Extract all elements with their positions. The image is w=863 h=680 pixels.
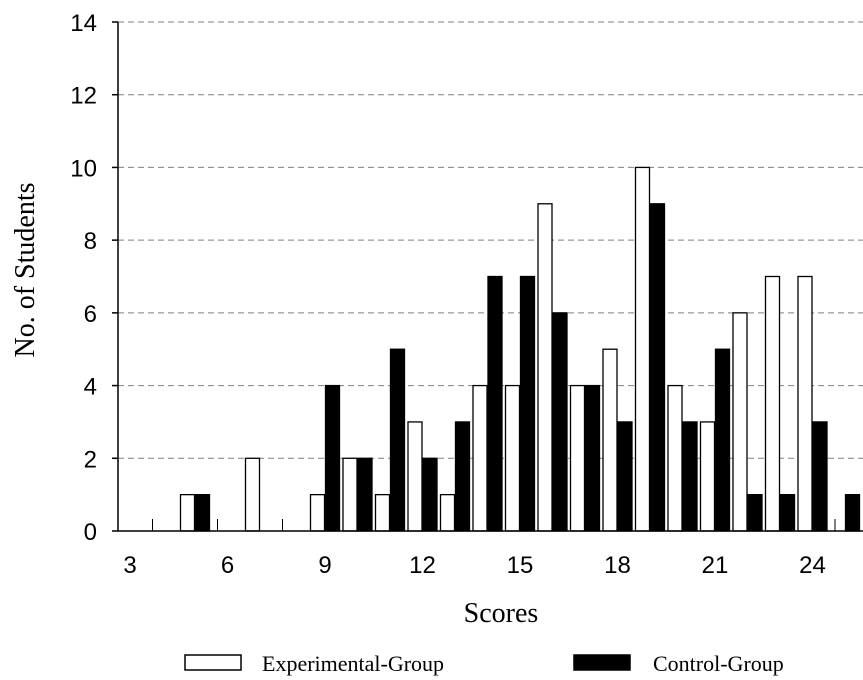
bar-experimental xyxy=(342,457,358,532)
x-tick-label: 15 xyxy=(507,552,534,579)
y-tick-label: 6 xyxy=(84,301,97,328)
bar-experimental xyxy=(537,203,553,532)
bar-experimental xyxy=(374,493,391,532)
bar-control xyxy=(519,275,536,532)
bar-experimental xyxy=(667,384,683,532)
bar-control xyxy=(454,421,471,532)
y-axis-label: No. of Students xyxy=(10,183,41,358)
bar-control xyxy=(422,457,438,532)
x-tick-label: 24 xyxy=(799,552,826,579)
bar-experimental xyxy=(634,166,651,532)
y-tick-label: 2 xyxy=(84,446,97,473)
bar-control xyxy=(617,421,633,532)
bars xyxy=(152,166,861,532)
bar-control xyxy=(714,348,731,532)
x-tick-label: 21 xyxy=(702,552,729,579)
bar-control xyxy=(779,493,796,532)
bar-control xyxy=(487,275,503,532)
x-tick-label: 18 xyxy=(604,552,631,579)
y-tick-label: 10 xyxy=(70,155,97,182)
bar-control xyxy=(584,384,601,532)
bar-control xyxy=(812,421,828,532)
bar-experimental xyxy=(569,384,586,532)
x-tick-label: 3 xyxy=(123,552,136,579)
bar-experimental xyxy=(179,493,196,532)
bar-control xyxy=(552,312,568,532)
x-axis-label: Scores xyxy=(464,598,539,629)
bar-experimental xyxy=(407,421,423,532)
bar-control xyxy=(389,348,406,532)
bar-experimental xyxy=(472,384,488,532)
legend-label-control: Control-Group xyxy=(653,651,784,676)
y-tick-label: 8 xyxy=(84,228,97,255)
bar-experimental xyxy=(602,348,618,532)
legend-swatch-control xyxy=(573,654,631,671)
bar-control xyxy=(844,493,861,532)
axes xyxy=(117,22,863,532)
x-tick-label: 12 xyxy=(409,552,436,579)
x-tick-label: 6 xyxy=(221,552,234,579)
x-tick-label: 9 xyxy=(318,552,331,579)
legend: Experimental-Group Control-Group xyxy=(184,651,784,676)
bar-control xyxy=(194,493,211,532)
bar-experimental xyxy=(764,275,781,532)
y-tick-label: 14 xyxy=(70,10,97,37)
bar-experimental xyxy=(309,493,326,532)
bar-control xyxy=(357,457,373,532)
bar-control xyxy=(682,421,698,532)
bar-experimental xyxy=(732,312,748,532)
x-tick-labels: 3 6 9 12 15 18 21 24 xyxy=(123,552,826,579)
y-tick-label: 4 xyxy=(84,374,97,401)
y-tick-label: 12 xyxy=(70,83,97,110)
legend-swatch-experimental xyxy=(184,654,242,671)
bar-experimental xyxy=(699,421,716,532)
bar-experimental xyxy=(797,275,813,532)
bar-control xyxy=(747,493,763,532)
legend-label-experimental: Experimental-Group xyxy=(262,651,444,676)
y-tick-labels: 0 2 4 6 8 10 12 14 xyxy=(70,10,118,546)
y-tick-label: 0 xyxy=(84,519,97,546)
bar-experimental xyxy=(244,457,261,532)
bar-control xyxy=(649,203,666,532)
bar-experimental xyxy=(439,493,456,532)
bar-experimental xyxy=(504,384,521,532)
bar-control xyxy=(324,384,341,532)
